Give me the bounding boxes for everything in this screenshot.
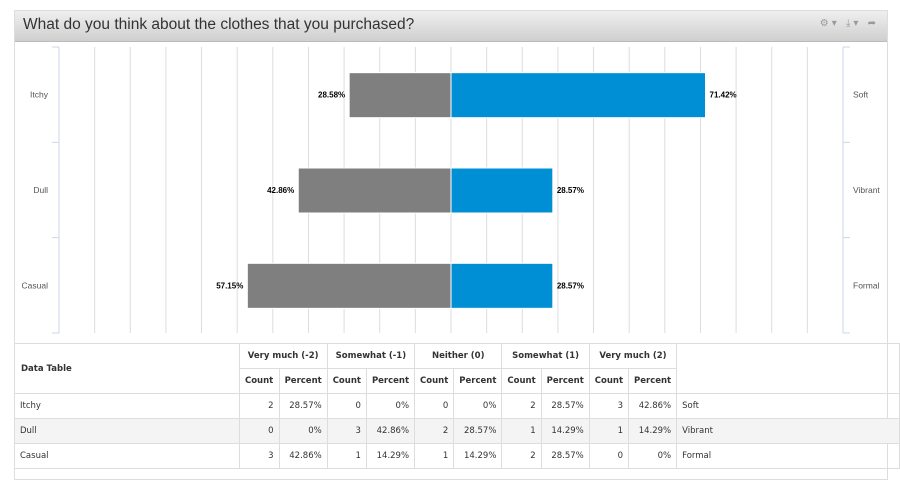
count-cell: 1 — [588, 418, 630, 444]
positive-bar — [450, 167, 554, 214]
download-icon[interactable]: ⤓▾ — [845, 18, 862, 29]
percent-cell: 28.57% — [278, 393, 328, 419]
group-header: Neither (0) — [414, 343, 503, 369]
row-label-right: Vibrant — [676, 418, 900, 444]
table-row: Itchy 2 28.57% 0 0% 0 0% 2 28.57% 3 42.86% Soft — [14, 393, 900, 419]
positive-bar — [450, 262, 554, 309]
count-cell: 3 — [588, 393, 630, 419]
data-label: 28.57% — [557, 186, 584, 195]
count-cell: 1 — [326, 443, 367, 469]
row-label-left: Itchy — [14, 393, 240, 419]
percent-cell: 14.29% — [453, 443, 503, 469]
category-label-left: Dull — [33, 185, 48, 195]
percent-cell: 0% — [278, 418, 328, 444]
category-label-right: Soft — [853, 90, 869, 100]
count-cell: 0 — [588, 443, 630, 469]
category-label-right: Formal — [853, 280, 880, 290]
group-header: Very much (2) — [588, 343, 678, 369]
percent-cell: 28.57% — [453, 418, 503, 444]
share-icon[interactable]: ➦ — [867, 18, 879, 29]
row-label-right: Formal — [676, 443, 900, 469]
count-cell: 0 — [414, 393, 455, 419]
sub-header: Percent — [278, 368, 328, 394]
count-cell: 2 — [414, 418, 455, 444]
settings-icon[interactable]: ⚙▾ — [819, 18, 840, 29]
table-row: Dull 0 0% 3 42.86% 2 28.57% 1 14.29% 1 14.29% Vibra… — [14, 418, 900, 444]
sub-header: Percent — [365, 368, 416, 394]
sub-header: Count — [238, 368, 280, 394]
right-label-header — [676, 343, 900, 394]
data-label: 57.15% — [216, 281, 243, 290]
diverging-bar-chart: Itchy Soft 28.58% 71.42% Dull Vibrant 42.86% 28… — [22, 46, 880, 334]
page-title: What do you think about the clothes that… — [23, 16, 415, 33]
negative-bar — [348, 72, 452, 119]
percent-cell: 0% — [365, 393, 416, 419]
row-label-left: Dull — [14, 418, 240, 444]
count-cell: 1 — [501, 418, 542, 444]
category-label-left: Casual — [22, 280, 49, 290]
data-table: Data Table Very much (-2) Somewhat (-1) … — [14, 343, 900, 469]
data-label: 28.58% — [318, 91, 345, 100]
negative-bar — [297, 167, 452, 214]
sub-header: Count — [414, 368, 455, 394]
negative-bar — [246, 262, 452, 309]
percent-cell: 14.29% — [628, 418, 678, 444]
sub-header: Percent — [540, 368, 590, 394]
row-label-right: Soft — [676, 393, 900, 419]
data-label: 28.57% — [557, 281, 584, 290]
question-panel: What do you think about the clothes that… — [14, 10, 888, 480]
data-table-title: Data Table — [14, 343, 240, 394]
toolbar: ⚙▾ ⤓▾ ➦ — [820, 18, 879, 29]
count-cell: 2 — [501, 393, 542, 419]
percent-cell: 28.57% — [540, 443, 590, 469]
table-row: Casual 3 42.86% 1 14.29% 1 14.29% 2 28.57% 0 0% For… — [14, 443, 900, 469]
count-cell: 0 — [326, 393, 367, 419]
sub-header: Percent — [453, 368, 503, 394]
sub-header: Count — [326, 368, 367, 394]
percent-cell: 42.86% — [365, 418, 416, 444]
percent-cell: 42.86% — [278, 443, 328, 469]
category-label-right: Vibrant — [853, 185, 880, 195]
percent-cell: 14.29% — [365, 443, 416, 469]
count-cell: 2 — [501, 443, 542, 469]
row-label-left: Casual — [14, 443, 240, 469]
group-header: Very much (-2) — [238, 343, 328, 369]
count-cell: 1 — [414, 443, 455, 469]
group-header: Somewhat (-1) — [326, 343, 416, 369]
sub-header: Count — [588, 368, 630, 394]
count-cell: 2 — [238, 393, 280, 419]
category-label-left: Itchy — [30, 90, 49, 100]
percent-cell: 14.29% — [540, 418, 590, 444]
positive-bar — [450, 72, 707, 119]
count-cell: 3 — [238, 443, 280, 469]
count-cell: 0 — [238, 418, 280, 444]
percent-cell: 0% — [453, 393, 503, 419]
percent-cell: 42.86% — [628, 393, 678, 419]
percent-cell: 0% — [628, 443, 678, 469]
panel-header: What do you think about the clothes that… — [15, 11, 887, 42]
group-header: Somewhat (1) — [501, 343, 590, 369]
count-cell: 3 — [326, 418, 367, 444]
percent-cell: 28.57% — [540, 393, 590, 419]
data-label: 71.42% — [710, 91, 737, 100]
sub-header: Count — [501, 368, 542, 394]
data-label: 42.86% — [267, 186, 294, 195]
sub-header: Percent — [628, 368, 678, 394]
